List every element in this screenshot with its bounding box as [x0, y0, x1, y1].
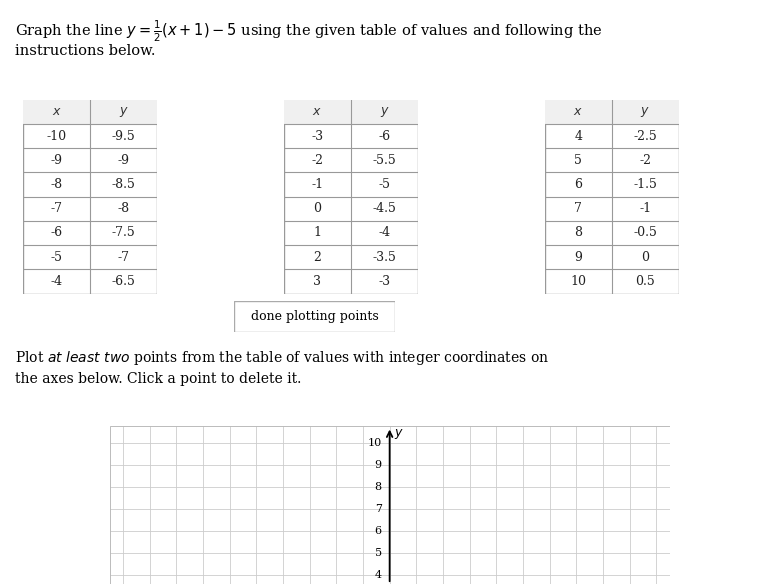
Text: -1: -1: [639, 203, 651, 215]
Text: -4: -4: [51, 275, 63, 288]
Text: -2.5: -2.5: [634, 130, 657, 143]
Text: done plotting points: done plotting points: [251, 310, 378, 323]
Text: -9: -9: [117, 154, 130, 167]
Text: 0: 0: [314, 203, 321, 215]
Text: 0.5: 0.5: [635, 275, 655, 288]
Text: -5.5: -5.5: [373, 154, 397, 167]
FancyBboxPatch shape: [234, 301, 395, 332]
Text: $y$: $y$: [119, 105, 129, 119]
Text: $y$: $y$: [640, 105, 650, 119]
Text: -3: -3: [378, 275, 390, 288]
Text: 9: 9: [374, 460, 382, 470]
Text: instructions below.: instructions below.: [15, 44, 156, 58]
Text: -8: -8: [51, 178, 63, 191]
Bar: [23, 100, 157, 124]
Text: $x$: $x$: [573, 106, 583, 119]
Text: -4.5: -4.5: [373, 203, 397, 215]
Text: -5: -5: [378, 178, 390, 191]
Text: 5: 5: [374, 548, 382, 558]
Text: 4: 4: [374, 570, 382, 581]
Text: -5: -5: [51, 251, 63, 264]
Text: -6.5: -6.5: [112, 275, 136, 288]
Text: 4: 4: [574, 130, 582, 143]
Text: -1.5: -1.5: [634, 178, 657, 191]
Bar: [284, 100, 418, 124]
Text: -7: -7: [51, 203, 63, 215]
Text: 7: 7: [374, 504, 382, 514]
Text: -8: -8: [117, 203, 130, 215]
Text: 8: 8: [574, 227, 582, 239]
Text: 7: 7: [574, 203, 582, 215]
Text: 6: 6: [574, 178, 582, 191]
Text: 10: 10: [570, 275, 586, 288]
Text: -9.5: -9.5: [112, 130, 136, 143]
Text: Graph the line $y = \frac{1}{2}(x + 1) - 5$ using the given table of values and : Graph the line $y = \frac{1}{2}(x + 1) -…: [15, 19, 603, 44]
Text: $x$: $x$: [51, 106, 61, 119]
Text: $y$: $y$: [393, 427, 403, 441]
Text: 5: 5: [574, 154, 582, 167]
Text: -7: -7: [117, 251, 130, 264]
Text: -3.5: -3.5: [373, 251, 397, 264]
Text: 8: 8: [374, 482, 382, 492]
Text: the axes below. Click a point to delete it.: the axes below. Click a point to delete …: [15, 372, 301, 386]
Text: 6: 6: [374, 526, 382, 537]
Text: 9: 9: [574, 251, 582, 264]
Text: -10: -10: [47, 130, 67, 143]
Text: $x$: $x$: [312, 106, 322, 119]
Text: -8.5: -8.5: [112, 178, 136, 191]
Text: -1: -1: [311, 178, 324, 191]
Text: -2: -2: [639, 154, 651, 167]
Text: -0.5: -0.5: [634, 227, 657, 239]
Text: 3: 3: [314, 275, 321, 288]
Text: -7.5: -7.5: [112, 227, 136, 239]
Text: -4: -4: [378, 227, 390, 239]
Text: -6: -6: [51, 227, 63, 239]
Text: $y$: $y$: [380, 105, 390, 119]
Text: Plot $\mathit{at\ least\ two}$ points from the table of values with integer coor: Plot $\mathit{at\ least\ two}$ points fr…: [15, 349, 550, 367]
Text: -3: -3: [311, 130, 324, 143]
Text: 2: 2: [314, 251, 321, 264]
Text: 1: 1: [314, 227, 321, 239]
Text: -2: -2: [311, 154, 324, 167]
Text: 0: 0: [641, 251, 649, 264]
Text: 10: 10: [367, 438, 382, 448]
Text: -9: -9: [51, 154, 63, 167]
Bar: [545, 100, 679, 124]
Text: -6: -6: [378, 130, 390, 143]
